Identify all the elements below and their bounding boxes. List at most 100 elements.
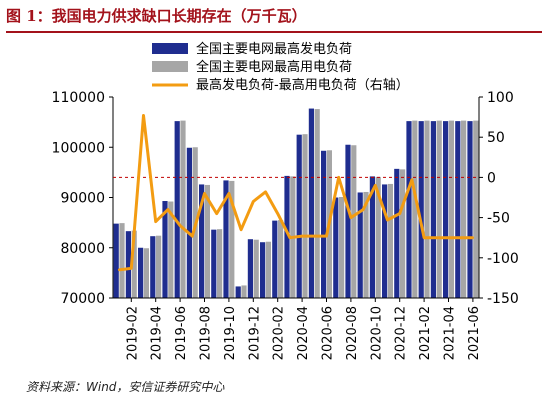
- bar-consumption: [412, 120, 418, 299]
- bar-generation: [125, 231, 131, 298]
- bar-generation: [382, 184, 388, 298]
- bar-consumption: [253, 239, 259, 298]
- gap-line-point: [178, 224, 182, 227]
- gap-line-point: [288, 236, 292, 239]
- bar-consumption: [363, 191, 369, 298]
- bar-generation: [223, 180, 229, 298]
- x-tick-label: 2020-10: [369, 306, 384, 360]
- gap-line-point: [459, 236, 462, 239]
- bar-generation: [174, 121, 180, 299]
- bar-consumption: [387, 183, 393, 298]
- bar-generation: [211, 229, 217, 298]
- gap-line-point: [300, 234, 304, 238]
- bar-generation: [162, 201, 168, 298]
- right-tick-label: -150: [487, 291, 519, 307]
- bar-generation: [467, 121, 473, 299]
- bar-consumption: [314, 109, 320, 298]
- x-tick-label: 2021-04: [443, 306, 458, 360]
- x-tick-label: 2019-02: [125, 306, 140, 360]
- right-tick-label: 100: [487, 90, 514, 106]
- bar-consumption: [229, 180, 235, 298]
- bar-generation: [394, 168, 400, 298]
- bar-consumption: [143, 248, 149, 298]
- bar-generation: [357, 192, 363, 298]
- left-axis: 70000 80000 90000 100000 110000: [52, 90, 114, 307]
- bar-consumption: [436, 120, 442, 299]
- gap-line-path: [118, 114, 473, 272]
- gap-line: [117, 114, 475, 272]
- bar-consumption: [131, 230, 137, 298]
- x-tick-label: 2020-06: [321, 306, 336, 360]
- bar-generation: [235, 286, 241, 298]
- bar-consumption: [265, 241, 271, 298]
- bar-consumption: [241, 285, 247, 298]
- left-tick-label: 110000: [52, 90, 105, 106]
- bar-generation: [186, 147, 192, 298]
- gap-line-point: [166, 208, 170, 211]
- gap-line-point: [325, 234, 328, 238]
- bar-consumption: [448, 120, 454, 299]
- bar-consumption: [400, 169, 406, 298]
- gap-line-point: [410, 178, 414, 182]
- right-tick-label: -50: [487, 211, 510, 227]
- gap-line-point: [252, 200, 255, 203]
- bar-generation: [113, 223, 119, 298]
- gap-line-point: [313, 234, 316, 238]
- x-tick-label: 2020-04: [296, 306, 311, 360]
- source-note: 资料来源：Wind，安信证券研究中心: [26, 380, 225, 394]
- x-tick-label: 2019-12: [247, 306, 262, 360]
- bar-consumption: [278, 220, 284, 298]
- bar-generation: [321, 150, 327, 298]
- x-tick-label: 2020-02: [272, 306, 287, 360]
- x-tick-label: 2020-12: [394, 306, 409, 360]
- gap-line-point: [154, 220, 157, 223]
- chart-title: 图 1：我国电力供求缺口长期存在（万千瓦）: [6, 7, 307, 25]
- x-tick-label: 2021-06: [467, 306, 482, 360]
- bar-generation: [199, 184, 205, 298]
- bar-generation: [345, 144, 351, 298]
- bar-consumption: [473, 120, 479, 299]
- bar-generation: [369, 176, 375, 298]
- bar-consumption: [351, 145, 357, 298]
- x-tick-label: 2019-08: [199, 306, 214, 360]
- bar-consumption: [168, 201, 174, 298]
- legend: 全国主要电网最高发电负荷全国主要电网最高用电负荷最高发电负荷-最高用电负荷（右轴…: [152, 41, 409, 93]
- bar-consumption: [461, 120, 467, 299]
- bar-consumption: [204, 184, 210, 298]
- gap-line-point: [227, 192, 231, 195]
- gap-line-point: [386, 218, 389, 222]
- right-axis: 100 50 0 -50 -100 -150: [478, 90, 519, 307]
- gap-line-point: [361, 208, 365, 211]
- x-tick-label: 2019-04: [150, 306, 165, 360]
- left-tick-label: 70000: [60, 291, 105, 307]
- gap-line-point: [471, 236, 475, 239]
- bar-generation: [272, 220, 278, 298]
- x-tick-label: 2021-02: [418, 306, 433, 360]
- legend-swatch: [152, 43, 188, 54]
- left-tick-label: 80000: [60, 241, 105, 257]
- gap-line-point: [239, 228, 243, 231]
- bar-generation: [430, 121, 436, 299]
- legend-label: 全国主要电网最高用电负荷: [196, 59, 352, 75]
- bar-generation: [406, 121, 412, 299]
- gap-line-point: [117, 268, 121, 272]
- bar-generation: [308, 108, 314, 299]
- bar-generation: [455, 121, 461, 299]
- gap-line-point: [215, 212, 218, 215]
- bar-generation: [418, 121, 424, 299]
- x-tick-label: 2019-10: [223, 306, 238, 360]
- gap-line-point: [276, 212, 279, 215]
- bar-consumption: [180, 120, 186, 299]
- bar-generation: [284, 175, 290, 298]
- bar-consumption: [156, 235, 162, 298]
- x-axis: 2019-02 2019-04 2019-06 2019-08 2019-10 2019-…: [113, 297, 482, 360]
- bar-consumption: [424, 120, 430, 299]
- gap-line-point: [203, 192, 206, 195]
- gap-line-point: [264, 190, 267, 194]
- gap-line-point: [191, 234, 194, 238]
- legend-label: 全国主要电网最高发电负荷: [196, 41, 352, 57]
- gap-line-point: [142, 114, 145, 117]
- bar-generation: [296, 134, 302, 298]
- gap-line-point: [374, 184, 377, 187]
- gap-line-point: [337, 176, 340, 179]
